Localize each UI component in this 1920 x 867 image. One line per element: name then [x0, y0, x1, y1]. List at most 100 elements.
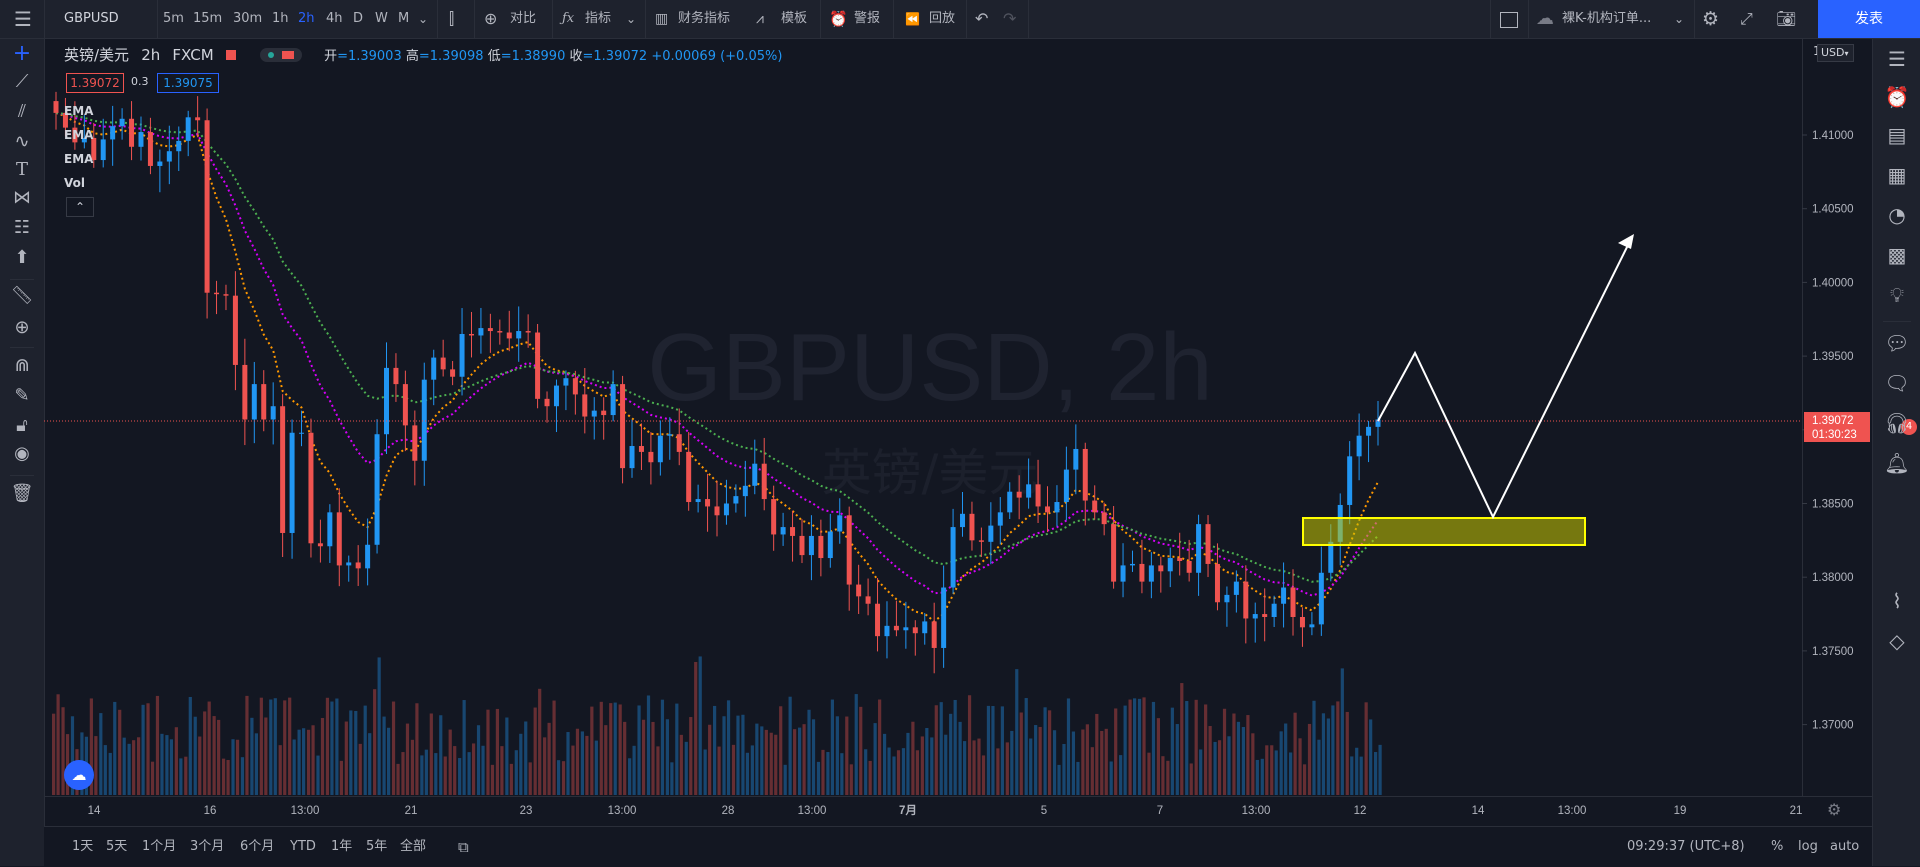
interval-4h-button[interactable]: 4h: [326, 11, 343, 26]
indicators-button[interactable]: 指标: [585, 11, 612, 26]
log-toggle[interactable]: log: [1798, 839, 1818, 854]
news-icon[interactable]: ▤: [1887, 123, 1907, 147]
range-1-button[interactable]: 5天: [106, 839, 128, 854]
xabcd-pattern-icon[interactable]: ⋈: [13, 187, 31, 208]
interval-2h-button[interactable]: 2h: [298, 11, 315, 26]
eye-icon[interactable]: ◉: [14, 443, 30, 464]
sell-price-box[interactable]: 1.39072: [66, 73, 124, 93]
trend-line-icon[interactable]: ⟋: [15, 71, 29, 92]
support-icon[interactable]: 🎧︎: [1884, 411, 1910, 435]
interval-15m-button[interactable]: 15m: [193, 11, 223, 26]
collapse-legend-button[interactable]: ⌃: [66, 197, 94, 217]
undo-icon[interactable]: ↶: [975, 9, 989, 28]
redo-icon[interactable]: ↷: [1003, 9, 1017, 28]
calendar-icon[interactable]: ▩: [1887, 243, 1907, 267]
indicator-vol-3[interactable]: Vol: [64, 176, 85, 190]
candle-body: [1158, 565, 1164, 572]
range-2-button[interactable]: 1个月: [142, 839, 177, 854]
trading-panel-icon[interactable]: ⌇: [1892, 589, 1902, 613]
lock-icon[interactable]: 🔓︎: [16, 415, 28, 436]
compare-icon[interactable]: ⊕: [484, 9, 498, 28]
range-7-button[interactable]: 5年: [366, 839, 388, 854]
goto-date-icon[interactable]: ⧉: [458, 838, 469, 856]
interval-d-button[interactable]: D: [353, 11, 364, 26]
symbol-title[interactable]: 英镑/美元: [64, 46, 130, 64]
range-0-button[interactable]: 1天: [72, 839, 94, 854]
price-axis[interactable]: 1 USD▾: [1802, 39, 1873, 796]
layout-dropdown-icon[interactable]: ⌄: [1674, 12, 1685, 26]
messages-icon[interactable]: 🗨︎: [1884, 371, 1910, 395]
pattern-icon[interactable]: ∿: [14, 131, 30, 152]
layers-icon[interactable]: ◇: [1889, 629, 1905, 653]
time-axis[interactable]: [44, 796, 1872, 827]
range-4-button[interactable]: 6个月: [240, 839, 275, 854]
interval-5m-button[interactable]: 5m: [163, 11, 184, 26]
market-status-toggle[interactable]: [259, 48, 302, 62]
indicator-ema-0[interactable]: EMA: [64, 104, 94, 118]
trash-icon[interactable]: 🗑︎: [10, 483, 34, 504]
alarm-clock-icon[interactable]: ⏰: [1884, 85, 1910, 109]
compare-button[interactable]: 对比: [510, 11, 537, 26]
ruler-icon[interactable]: 📏︎: [10, 285, 34, 306]
prediction-tool-icon[interactable]: ☷: [13, 217, 31, 238]
symbol-search-button[interactable]: GBPUSD: [64, 11, 119, 26]
range-5-button[interactable]: YTD: [290, 839, 316, 854]
indicators-icon[interactable]: ƒx: [562, 11, 575, 26]
chart-style-icon[interactable]: ⫿: [449, 9, 455, 28]
fullscreen-toggle-icon[interactable]: [1500, 0, 1518, 38]
replay-button[interactable]: 回放: [929, 11, 956, 26]
indicators-dropdown-icon[interactable]: ⌄: [626, 12, 637, 26]
auto-toggle[interactable]: auto: [1830, 839, 1860, 854]
indicator-ema-1[interactable]: EMA: [64, 128, 94, 142]
interval-1h-button[interactable]: 1h: [272, 11, 289, 26]
interval-30m-button[interactable]: 30m: [233, 11, 263, 26]
data-window-icon[interactable]: ▦: [1887, 163, 1907, 187]
range-3-button[interactable]: 3个月: [190, 839, 225, 854]
flag-icon[interactable]: [225, 50, 236, 60]
range-8-button[interactable]: 全部: [400, 839, 427, 854]
candle-body: [686, 451, 692, 503]
replay-icon[interactable]: ⏪: [905, 12, 920, 26]
financials-button[interactable]: 财务指标: [678, 11, 731, 26]
buy-price-box[interactable]: 1.39075: [157, 73, 219, 93]
financials-icon[interactable]: ▥: [655, 11, 669, 27]
text-tool-icon[interactable]: T: [15, 159, 28, 180]
templates-button[interactable]: 模板: [781, 11, 808, 26]
currency-selector[interactable]: USD▾: [1817, 44, 1854, 62]
demand-zone-rectangle[interactable]: [1302, 517, 1586, 546]
camera-icon[interactable]: 📷︎: [1776, 9, 1797, 28]
notifications-bell-icon[interactable]: 🔔︎: [1884, 451, 1910, 475]
expand-icon[interactable]: ⤢: [1740, 9, 1753, 28]
interval-dropdown-icon[interactable]: ⌄: [418, 12, 429, 26]
layout-name[interactable]: 裸K-机构订单...: [1562, 11, 1652, 26]
magnet-icon[interactable]: ⋒: [14, 355, 30, 376]
projection-path[interactable]: [1377, 236, 1633, 520]
interval-m-button[interactable]: M: [398, 11, 410, 26]
tradingview-logo[interactable]: ☁: [64, 760, 94, 790]
watchlist-icon[interactable]: ☰: [1888, 47, 1906, 71]
fib-tool-icon[interactable]: ⫽: [17, 101, 27, 122]
clock-label[interactable]: 09:29:37 (UTC+8): [1627, 839, 1745, 854]
menu-icon[interactable]: ☰: [14, 7, 32, 31]
pencil-lock-icon[interactable]: ✎: [14, 385, 30, 406]
crosshair-icon[interactable]: +: [12, 41, 32, 66]
arrow-up-icon[interactable]: ⬆: [14, 247, 30, 268]
chat-icon[interactable]: 💬︎: [1884, 331, 1910, 355]
volume-bar: [320, 717, 325, 795]
alert-button[interactable]: 警报: [854, 11, 881, 26]
zoom-in-icon[interactable]: ⊕: [14, 317, 30, 338]
cloud-icon[interactable]: ☁: [1536, 8, 1554, 29]
ideas-icon[interactable]: 💡︎: [1890, 283, 1904, 307]
alarm-clock-icon[interactable]: ⏰: [829, 10, 848, 28]
candle-body: [1129, 563, 1135, 566]
time-axis-settings-icon[interactable]: ⚙: [1827, 800, 1842, 819]
interval-w-button[interactable]: W: [375, 11, 388, 26]
publish-button[interactable]: 发表: [1818, 0, 1920, 38]
indicator-ema-2[interactable]: EMA: [64, 152, 94, 166]
hotlist-icon[interactable]: ◔: [1888, 203, 1906, 227]
range-6-button[interactable]: 1年: [331, 839, 353, 854]
gear-icon[interactable]: ⚙: [1702, 8, 1720, 30]
templates-icon[interactable]: ⩘: [756, 11, 764, 27]
percent-toggle[interactable]: %: [1771, 839, 1784, 854]
